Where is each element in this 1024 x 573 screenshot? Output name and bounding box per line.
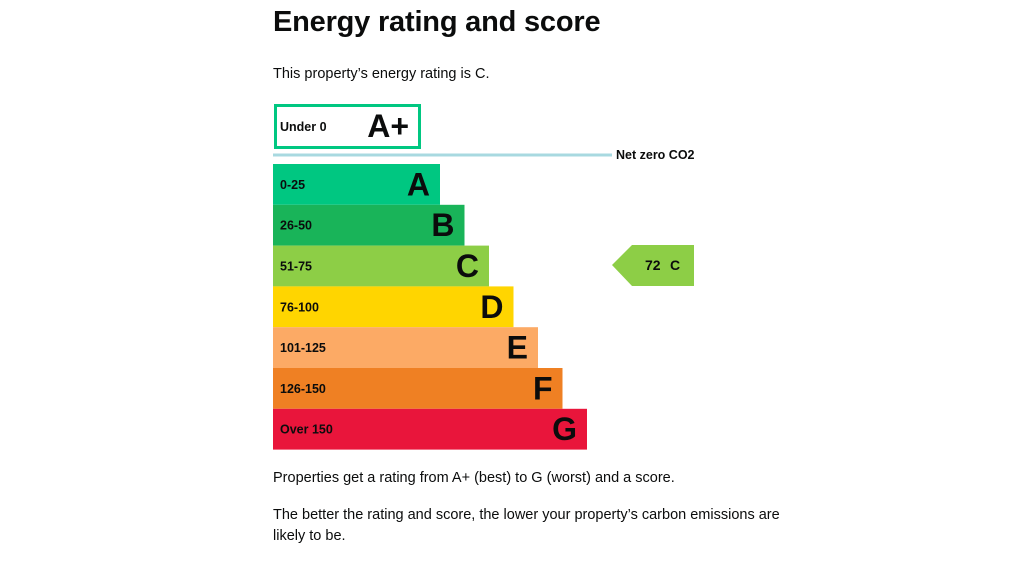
band-c-range: 51-75 bbox=[280, 260, 312, 274]
band-d-range: 76-100 bbox=[280, 300, 319, 314]
band-g-range: Over 150 bbox=[280, 423, 333, 437]
net-zero-label: Net zero CO2 bbox=[616, 148, 695, 162]
band-f-range: 126-150 bbox=[280, 382, 326, 396]
band-aplus-box bbox=[274, 104, 421, 149]
band-d-letter: D bbox=[480, 289, 503, 325]
band-b-letter: B bbox=[431, 207, 454, 243]
band-c-bar bbox=[273, 245, 489, 287]
band-a-range: 0-25 bbox=[280, 178, 305, 192]
band-aplus-range: Under 0 bbox=[280, 120, 327, 134]
band-f-letter: F bbox=[533, 370, 553, 406]
band-e-range: 101-125 bbox=[280, 341, 326, 355]
emissions-explanation: The better the rating and score, the low… bbox=[273, 507, 780, 544]
rating-explanation: Properties get a rating from A+ (best) t… bbox=[273, 470, 675, 486]
current-rating-letter: C bbox=[670, 257, 680, 273]
band-f-bar bbox=[273, 368, 563, 409]
band-g-bar bbox=[273, 408, 587, 450]
rating-summary: This property’s energy rating is C. bbox=[273, 66, 490, 82]
band-b-bar bbox=[273, 204, 465, 246]
band-d-bar bbox=[273, 286, 514, 328]
band-e-bar bbox=[273, 327, 538, 368]
rating-bands: 0-25 A 26-50 B 51-75 C 76-100 D 101-125 E 126-150 F… bbox=[273, 164, 587, 450]
band-aplus-letter: A+ bbox=[367, 108, 409, 144]
page-title: Energy rating and score bbox=[273, 6, 601, 38]
band-a-letter: A bbox=[407, 166, 430, 202]
band-b-range: 26-50 bbox=[280, 219, 312, 233]
band-a-bar bbox=[273, 164, 440, 205]
band-c-letter: C bbox=[456, 248, 479, 284]
current-rating-arrow bbox=[612, 245, 694, 286]
band-e-letter: E bbox=[507, 330, 528, 366]
band-g-letter: G bbox=[552, 411, 577, 447]
current-rating-score: 72 bbox=[645, 257, 661, 273]
